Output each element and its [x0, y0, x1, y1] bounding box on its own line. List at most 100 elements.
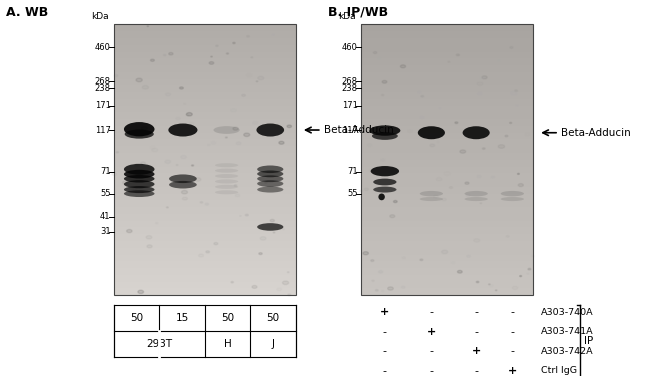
Bar	[361, 58, 533, 65]
Circle shape	[515, 90, 517, 91]
Bar	[114, 153, 296, 160]
Bar	[361, 221, 533, 227]
Bar	[361, 72, 533, 79]
Bar	[114, 261, 296, 268]
Text: 117: 117	[342, 126, 358, 135]
Bar	[361, 227, 533, 234]
Circle shape	[277, 288, 281, 291]
Ellipse shape	[500, 191, 524, 196]
Text: +: +	[508, 366, 517, 376]
Bar	[114, 24, 296, 31]
Ellipse shape	[372, 132, 398, 140]
Text: 460: 460	[342, 43, 358, 52]
Bar	[361, 282, 533, 288]
Ellipse shape	[257, 180, 283, 187]
Bar	[361, 146, 533, 153]
Text: 171: 171	[95, 101, 110, 110]
Circle shape	[214, 243, 218, 245]
Circle shape	[528, 268, 531, 270]
Circle shape	[209, 62, 214, 64]
Bar	[114, 160, 296, 167]
Ellipse shape	[373, 186, 396, 193]
Bar	[361, 207, 533, 214]
Circle shape	[527, 273, 529, 274]
Circle shape	[216, 45, 218, 47]
Circle shape	[287, 125, 291, 127]
Circle shape	[151, 59, 154, 61]
Ellipse shape	[257, 165, 283, 173]
Bar	[114, 99, 296, 106]
Circle shape	[155, 223, 158, 224]
Circle shape	[515, 40, 521, 43]
Circle shape	[476, 281, 479, 283]
Circle shape	[169, 53, 173, 55]
Ellipse shape	[257, 223, 283, 231]
Circle shape	[467, 255, 471, 257]
Bar	[114, 38, 296, 45]
Ellipse shape	[369, 125, 400, 136]
Ellipse shape	[124, 175, 155, 182]
Circle shape	[181, 156, 187, 159]
Circle shape	[138, 290, 144, 294]
Circle shape	[112, 173, 117, 176]
Text: 55: 55	[347, 189, 358, 198]
Bar	[361, 248, 533, 255]
Circle shape	[253, 121, 258, 124]
Circle shape	[506, 235, 509, 237]
Bar	[114, 221, 296, 227]
Bar	[114, 187, 296, 194]
Ellipse shape	[124, 122, 155, 136]
Circle shape	[455, 122, 458, 124]
Ellipse shape	[257, 175, 283, 182]
Ellipse shape	[257, 186, 283, 193]
Bar	[114, 112, 296, 119]
Ellipse shape	[124, 170, 155, 179]
Bar	[114, 85, 296, 92]
Circle shape	[259, 253, 262, 255]
Text: -: -	[510, 307, 514, 317]
Circle shape	[231, 109, 236, 112]
Ellipse shape	[465, 197, 488, 201]
Circle shape	[244, 133, 250, 136]
Bar	[361, 180, 533, 187]
Circle shape	[260, 237, 266, 240]
Text: Beta-Adducin: Beta-Adducin	[561, 128, 630, 138]
Text: 238: 238	[341, 83, 358, 92]
Bar	[114, 126, 296, 133]
Circle shape	[401, 286, 405, 288]
Text: 15: 15	[176, 313, 188, 323]
Circle shape	[246, 35, 250, 37]
Circle shape	[382, 80, 387, 83]
Circle shape	[421, 96, 424, 97]
Ellipse shape	[463, 126, 489, 139]
Circle shape	[234, 185, 237, 186]
Circle shape	[518, 183, 523, 186]
Circle shape	[466, 194, 470, 196]
Bar	[114, 234, 296, 241]
Bar	[361, 268, 533, 275]
Text: A. WB: A. WB	[6, 6, 49, 19]
Circle shape	[495, 290, 497, 291]
Text: H: H	[224, 339, 231, 349]
Circle shape	[246, 73, 252, 77]
Circle shape	[430, 144, 435, 147]
Text: +: +	[471, 346, 481, 356]
Bar	[114, 214, 296, 221]
Text: -: -	[510, 346, 514, 356]
Ellipse shape	[257, 124, 284, 136]
Circle shape	[226, 53, 229, 54]
Ellipse shape	[125, 130, 154, 139]
Text: A303-740A: A303-740A	[541, 308, 593, 317]
Circle shape	[477, 175, 481, 177]
Text: 31: 31	[100, 227, 110, 236]
Bar	[361, 255, 533, 261]
Text: IP: IP	[584, 337, 593, 346]
Circle shape	[127, 229, 132, 233]
Bar	[361, 106, 533, 112]
Bar	[114, 227, 296, 234]
Circle shape	[141, 162, 146, 165]
Circle shape	[135, 164, 138, 166]
Bar	[361, 112, 533, 119]
Circle shape	[211, 141, 216, 144]
Circle shape	[437, 141, 439, 143]
